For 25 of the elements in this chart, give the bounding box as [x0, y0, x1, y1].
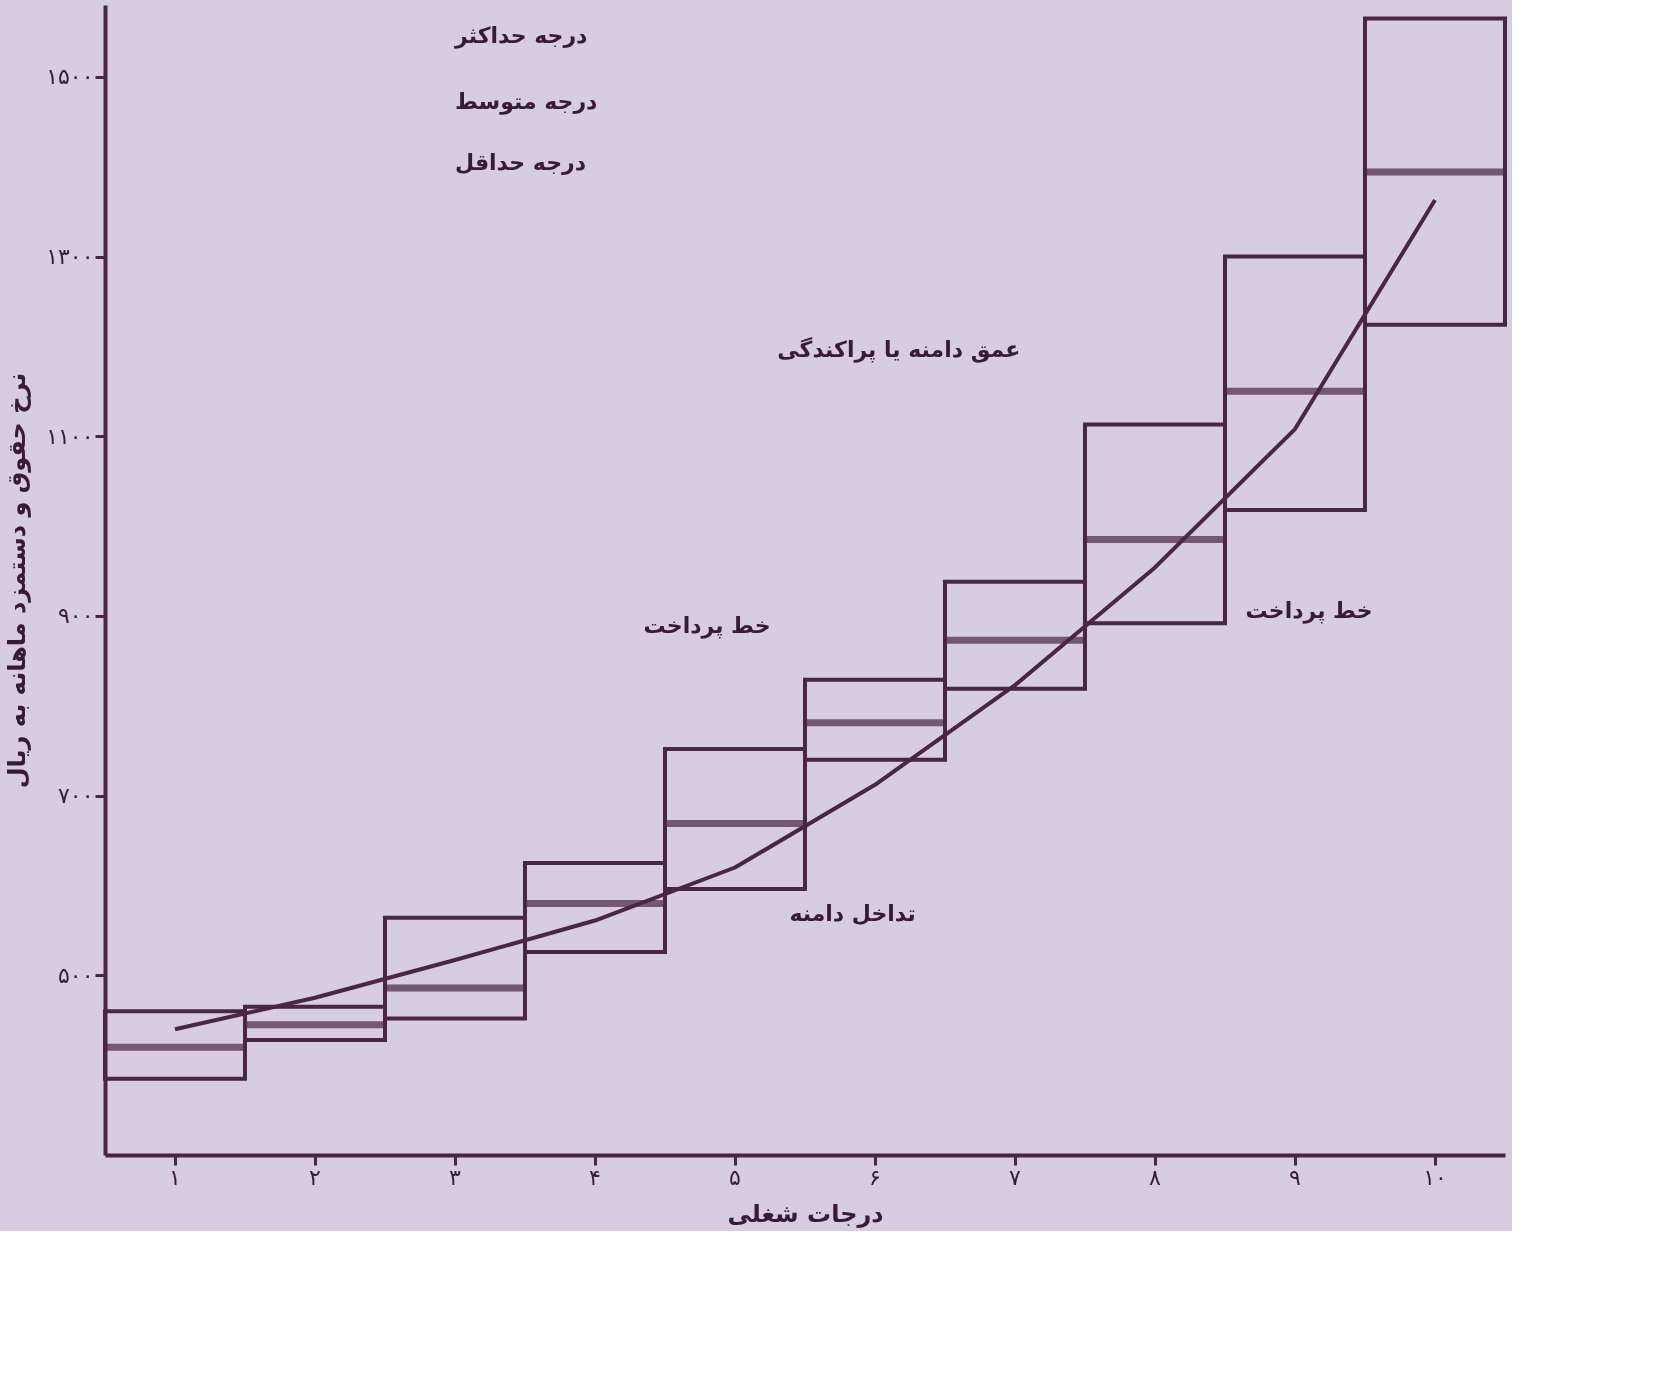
- x-tick-label: ۱۰: [1423, 1164, 1447, 1190]
- annotation: درجه حداکثر: [454, 23, 588, 50]
- annotation: خط پرداخت: [1245, 598, 1373, 625]
- y-axis-title: نرخ حقوق و دستمزد ماهانه به ریال: [3, 372, 32, 789]
- x-tick-label: ۲: [309, 1164, 321, 1190]
- x-tick-label: ۳: [449, 1164, 462, 1190]
- x-tick-label: ۷: [1009, 1164, 1022, 1190]
- x-tick-label: ۶: [869, 1164, 881, 1190]
- x-axis-title: درجات شغلی: [727, 1199, 884, 1228]
- annotation: عمق دامنه یا پراکندگی: [777, 336, 1021, 363]
- y-tick-label: ۵۰۰: [58, 962, 94, 988]
- x-tick-label: ۹: [1289, 1164, 1301, 1190]
- y-tick-label: ۱۱۰۰: [46, 423, 94, 449]
- x-tick-label: ۴: [589, 1164, 601, 1190]
- annotation: درجه متوسط: [455, 88, 598, 115]
- y-tick-label: ۹۰۰: [58, 603, 94, 629]
- y-tick-label: ۱۳۰۰: [46, 244, 94, 270]
- y-tick-label: ۷۰۰: [58, 783, 94, 809]
- annotation: تداخل دامنه: [789, 900, 916, 926]
- annotation: درجه حداقل: [455, 149, 586, 175]
- x-tick-label: ۸: [1149, 1164, 1162, 1190]
- annotation: خط پرداخت: [643, 613, 771, 639]
- y-tick-label: ۱۵۰۰: [46, 64, 94, 90]
- x-tick-label: ۱: [169, 1164, 181, 1190]
- x-tick-label: ۵: [729, 1164, 741, 1190]
